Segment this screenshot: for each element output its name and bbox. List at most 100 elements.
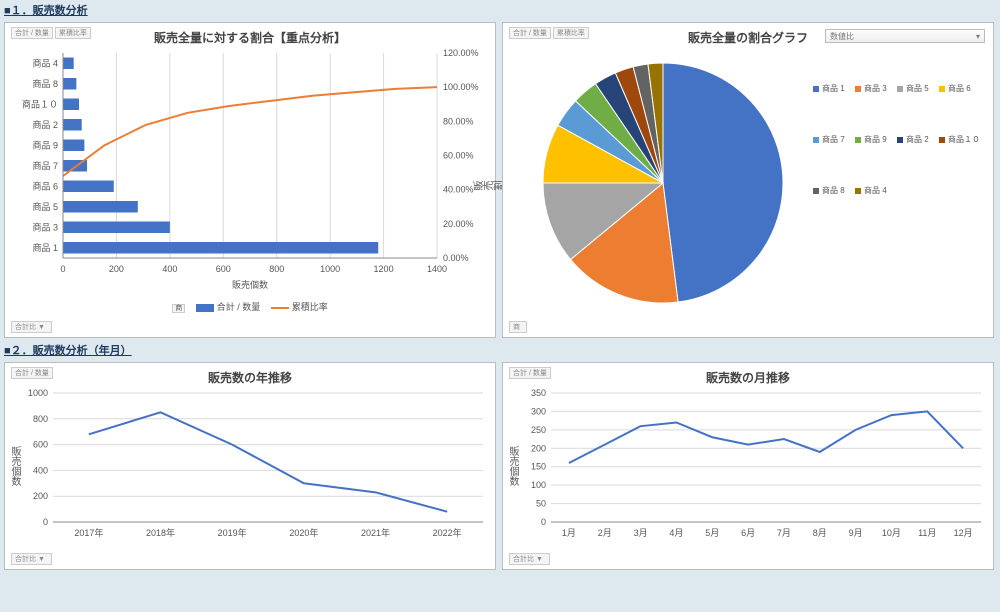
- legend-swatch: [855, 86, 861, 92]
- pie-legend-item: 商品 7: [813, 134, 855, 145]
- legend-label: 商品 3: [864, 83, 887, 94]
- legend-label: 商品 7: [822, 134, 845, 145]
- svg-text:10月: 10月: [882, 528, 901, 538]
- mini-tab-1[interactable]: 合計 / 数量: [509, 367, 551, 379]
- yearly-y-label: 販売個数: [7, 446, 22, 486]
- pie-top-selector[interactable]: 数値比 ▾: [825, 29, 985, 43]
- svg-text:2022年: 2022年: [433, 527, 462, 538]
- svg-text:商品 4: 商品 4: [32, 57, 58, 68]
- pie-legend-item: 商品 5: [897, 83, 939, 94]
- pie-mini-tabs: 合計 / 数量 累積比率: [509, 27, 589, 39]
- pareto-footer-selector[interactable]: 合計比 ▼: [11, 321, 52, 333]
- mini-tab-1[interactable]: 合計 / 数量: [11, 27, 53, 39]
- svg-text:商品 2: 商品 2: [32, 119, 58, 130]
- yearly-footer-selector[interactable]: 合計比 ▼: [11, 553, 52, 565]
- pie-selector-label: 数値比: [830, 31, 854, 42]
- svg-text:200: 200: [33, 491, 48, 501]
- svg-text:600: 600: [33, 440, 48, 450]
- legend-swatch: [855, 137, 861, 143]
- svg-text:2019年: 2019年: [218, 527, 247, 538]
- svg-text:100: 100: [531, 480, 546, 490]
- svg-text:0: 0: [60, 264, 65, 274]
- svg-text:9月: 9月: [849, 528, 863, 538]
- pie-legend-item: 商品 6: [939, 83, 981, 94]
- legend-bar-swatch: [196, 304, 214, 312]
- mini-tab-1[interactable]: 合計 / 数量: [11, 367, 53, 379]
- svg-text:0: 0: [43, 517, 48, 527]
- pie-legend-item: 商品１０: [939, 134, 981, 145]
- svg-text:40.00%: 40.00%: [443, 185, 474, 195]
- svg-text:200: 200: [531, 443, 546, 453]
- legend-line-label: 累積比率: [292, 302, 328, 312]
- monthly-title: 販売数の月推移: [503, 363, 993, 388]
- svg-text:400: 400: [162, 264, 177, 274]
- svg-text:商品 8: 商品 8: [32, 78, 58, 89]
- pie-chart: [513, 48, 813, 308]
- svg-text:1200: 1200: [374, 264, 394, 274]
- legend-line-swatch: [271, 307, 289, 309]
- legend-label: 商品 9: [864, 134, 887, 145]
- yearly-title: 販売数の年推移: [5, 363, 495, 388]
- svg-text:4月: 4月: [669, 528, 683, 538]
- yearly-mini-tabs: 合計 / 数量: [11, 367, 53, 379]
- svg-text:5月: 5月: [705, 528, 719, 538]
- pie-legend-item: 商品 9: [855, 134, 897, 145]
- legend-swatch: [897, 137, 903, 143]
- legend-swatch: [855, 188, 861, 194]
- svg-text:300: 300: [531, 406, 546, 416]
- pie-legend-item: 商品 3: [855, 83, 897, 94]
- svg-text:商品 9: 商品 9: [32, 139, 58, 150]
- mini-tab-2[interactable]: 累積比率: [55, 27, 91, 39]
- pie-legend-item: 商品 2: [897, 134, 939, 145]
- svg-text:200: 200: [109, 264, 124, 274]
- pie-legend-item: 商品 4: [855, 185, 897, 196]
- svg-text:120.00%: 120.00%: [443, 48, 479, 58]
- svg-text:商品 7: 商品 7: [32, 160, 58, 171]
- yearly-chart-panel: 合計 / 数量 販売数の年推移 販売個数 0200400600800100020…: [4, 362, 496, 570]
- legend-label: 商品 2: [906, 134, 929, 145]
- svg-text:8月: 8月: [813, 528, 827, 538]
- svg-text:11月: 11月: [918, 528, 936, 538]
- svg-text:20.00%: 20.00%: [443, 219, 474, 229]
- pareto-mini-tabs: 合計 / 数量 累積比率: [11, 27, 91, 39]
- legend-label: 商品１０: [948, 134, 980, 145]
- svg-text:商品１０: 商品１０: [22, 98, 58, 109]
- legend-swatch: [897, 86, 903, 92]
- legend-swatch: [939, 137, 945, 143]
- svg-text:100.00%: 100.00%: [443, 82, 479, 92]
- monthly-footer-selector[interactable]: 合計比 ▼: [509, 553, 550, 565]
- mini-tab-1[interactable]: 合計 / 数量: [509, 27, 551, 39]
- svg-text:80.00%: 80.00%: [443, 116, 474, 126]
- yearly-chart: 020040060080010002017年2018年2019年2020年202…: [5, 388, 495, 548]
- svg-text:2021年: 2021年: [361, 527, 390, 538]
- pareto-chart-panel: 合計 / 数量 累積比率 販売全量に対する割合【重点分析】 0200400600…: [4, 22, 496, 338]
- svg-text:商品 1: 商品 1: [32, 242, 58, 253]
- svg-text:1000: 1000: [320, 264, 340, 274]
- svg-text:12月: 12月: [954, 528, 973, 538]
- legend-tiny: 商: [172, 304, 185, 313]
- svg-text:6月: 6月: [741, 528, 755, 538]
- svg-text:800: 800: [33, 414, 48, 424]
- svg-text:商品 3: 商品 3: [32, 221, 58, 232]
- svg-text:1400: 1400: [427, 264, 447, 274]
- legend-label: 商品 8: [822, 185, 845, 196]
- svg-text:1月: 1月: [562, 528, 576, 538]
- svg-text:600: 600: [216, 264, 231, 274]
- svg-text:2020年: 2020年: [289, 527, 318, 538]
- mini-tab-2[interactable]: 累積比率: [553, 27, 589, 39]
- svg-text:50: 50: [536, 499, 546, 509]
- legend-swatch: [813, 188, 819, 194]
- svg-text:商品 5: 商品 5: [32, 201, 58, 212]
- monthly-y-label: 販売個数: [505, 446, 520, 486]
- pie-chart-panel: 合計 / 数量 累積比率 販売全量の割合グラフ 数値比 ▾ 商品 1商品 3商品…: [502, 22, 994, 338]
- chevron-down-icon: ▾: [976, 32, 980, 41]
- svg-text:2018年: 2018年: [146, 527, 175, 538]
- monthly-mini-tabs: 合計 / 数量: [509, 367, 551, 379]
- pie-footer-selector[interactable]: 商: [509, 321, 527, 333]
- pie-legend-item: 商品 8: [813, 185, 855, 196]
- pareto-legend: 商 合計 / 数量 累積比率: [5, 298, 495, 313]
- svg-text:3月: 3月: [634, 528, 648, 538]
- monthly-chart-panel: 合計 / 数量 販売数の月推移 販売個数 0501001502002503003…: [502, 362, 994, 570]
- legend-label: 商品 6: [948, 83, 971, 94]
- legend-swatch: [813, 137, 819, 143]
